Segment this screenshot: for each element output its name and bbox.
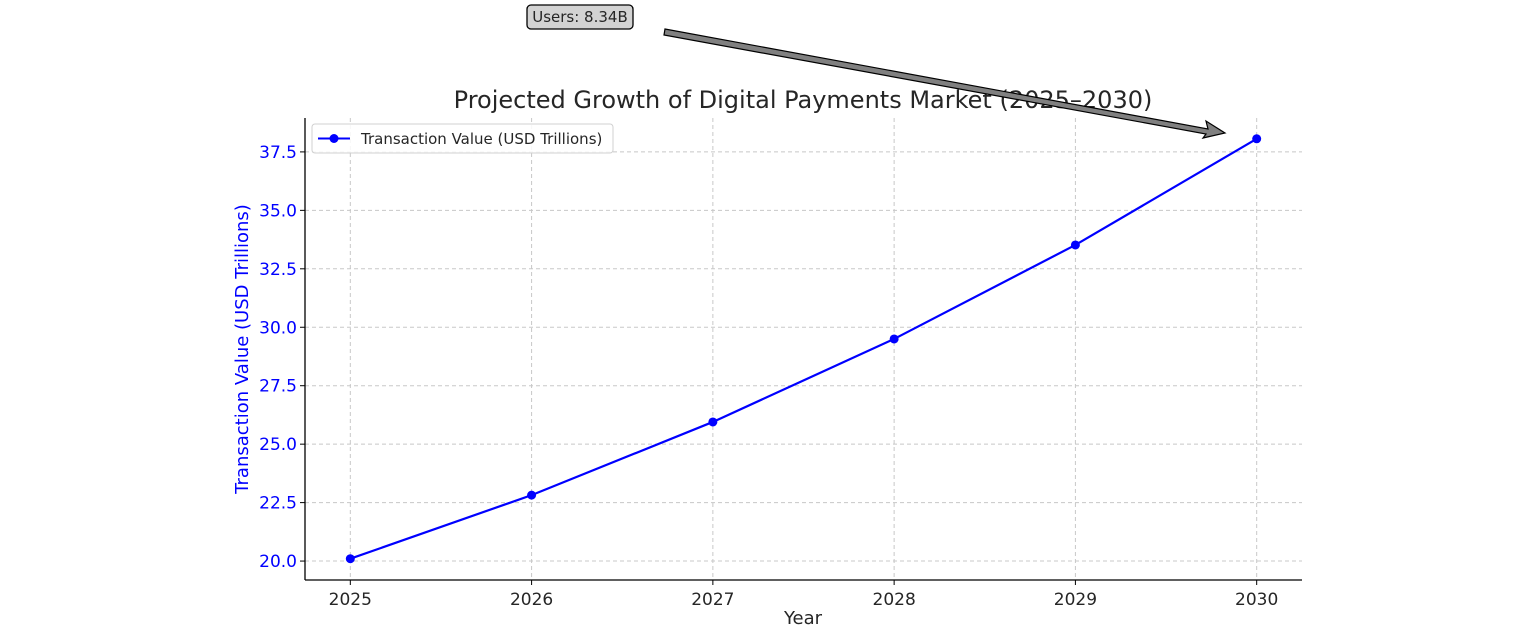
annotation-arrow (663, 28, 1227, 139)
data-point (527, 490, 537, 500)
y-tick-label: 37.5 (259, 143, 297, 163)
y-tick-label: 25.0 (259, 435, 297, 455)
x-tick-label: 2028 (873, 590, 916, 610)
series (345, 134, 1262, 564)
axes (304, 118, 1302, 581)
legend-box (311, 123, 614, 154)
series-line (349, 137, 1258, 560)
y-tick-label: 27.5 (259, 377, 297, 397)
y-tick-label: 30.0 (259, 318, 297, 338)
data-point (889, 334, 899, 344)
data-point (1252, 134, 1262, 144)
data-point (345, 554, 355, 564)
x-tick-label: 2027 (691, 590, 734, 610)
x-axis-label: Year (783, 608, 823, 629)
data-point (708, 417, 718, 427)
x-tick-label: 2025 (329, 590, 372, 610)
x-tick-label: 2029 (1054, 590, 1097, 610)
y-axis-label: Transaction Value (USD Trillions) (232, 204, 253, 495)
y-tick-label: 22.5 (259, 494, 297, 514)
ticks: 2025 2026 2027 2028 2029 2030 20.0 22.5 25.0 27.5… (259, 143, 1278, 610)
annotation-box (526, 4, 634, 30)
annotation-text: Users: 8.34B (532, 8, 628, 26)
legend-marker (329, 134, 339, 143)
x-tick-label: 2026 (510, 590, 553, 610)
y-tick-label: 32.5 (259, 260, 297, 280)
y-tick-label: 35.0 (259, 201, 297, 221)
legend: Transaction Value (USD Trillions) (311, 123, 614, 154)
legend-label: Transaction Value (USD Trillions) (360, 130, 602, 148)
data-point (1070, 240, 1080, 250)
x-tick-label: 2030 (1235, 590, 1278, 610)
annotation: Users: 8.34B (526, 4, 1227, 139)
grid (305, 118, 1302, 580)
y-tick-label: 20.0 (259, 552, 297, 572)
